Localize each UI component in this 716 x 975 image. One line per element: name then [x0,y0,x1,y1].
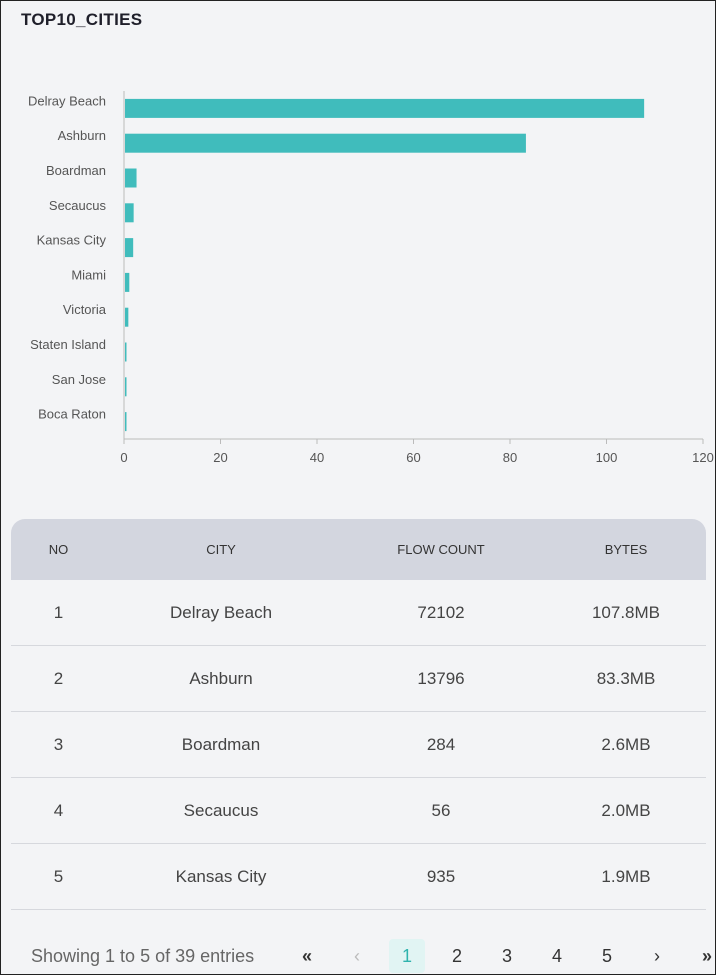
cell-no: 5 [53,866,64,886]
table-row: 2 Ashburn 13796 83.3MB [11,646,706,712]
bar-boardman[interactable] [125,168,137,188]
page-button-4[interactable]: 4 [551,945,562,966]
y-tick-label: San Jose [52,372,106,387]
prev-page-button[interactable]: ‹ [354,945,360,966]
panel-title: TOP10_CITIES [21,10,143,29]
table-row: 5 Kansas City 935 1.9MB [11,844,706,910]
table-header: NO CITY FLOW COUNT BYTES [11,519,706,580]
header-city[interactable]: CITY [206,542,236,557]
page-button-5[interactable]: 5 [601,945,612,966]
bar-boca-raton[interactable] [125,412,127,432]
cell-city: Boardman [181,734,261,754]
y-tick-label: Victoria [63,302,107,317]
cell-no: 2 [53,668,64,688]
cell-bytes: 1.9MB [601,866,651,886]
bar-delray-beach[interactable] [125,98,645,118]
cell-flow-count: 56 [431,800,451,820]
page-button-1[interactable]: 1 [389,939,425,973]
y-tick-label: Miami [71,267,106,282]
cell-no: 1 [53,602,64,622]
pagination: « ‹ 1 2 3 4 5 › » [289,939,715,973]
y-tick-label: Secaucus [49,198,107,213]
x-tick-label: 120 [692,450,714,465]
header-no[interactable]: NO [48,542,69,557]
x-tick-label: 20 [213,450,227,465]
cell-flow-count: 72102 [417,602,465,622]
y-tick-label: Ashburn [58,128,106,143]
cell-bytes: 2.6MB [601,734,651,754]
bar-victoria[interactable] [125,307,129,327]
y-tick-label: Boca Raton [38,407,106,422]
table-row: 3 Boardman 284 2.6MB [11,712,706,778]
next-page-button[interactable]: › [654,945,660,966]
x-tick-label: 80 [503,450,517,465]
x-tick-label: 0 [120,450,127,465]
x-tick-label: 40 [310,450,324,465]
bar-ashburn[interactable] [125,133,526,153]
header-flow-count[interactable]: FLOW COUNT [397,542,485,557]
table-footer: Showing 1 to 5 of 39 entries « ‹ 1 2 3 4… [1,936,715,974]
page-button-2[interactable]: 2 [451,945,462,966]
bar-kansas-city[interactable] [125,238,134,258]
x-tick-label: 60 [406,450,420,465]
y-tick-label: Delray Beach [28,93,106,108]
cell-city: Kansas City [175,866,267,886]
last-page-button[interactable]: » [701,945,712,966]
bar-miami[interactable] [125,272,130,292]
cell-no: 3 [53,734,64,754]
table-row: 4 Secaucus 56 2.0MB [11,778,706,844]
header-bytes[interactable]: BYTES [604,542,648,557]
bar-staten-island[interactable] [125,342,127,362]
y-tick-label: Boardman [46,163,106,178]
cell-bytes: 2.0MB [601,800,651,820]
cell-flow-count: 284 [426,734,456,754]
cell-bytes: 83.3MB [596,668,656,688]
first-page-button[interactable]: « [301,945,312,966]
entries-info: Showing 1 to 5 of 39 entries [31,946,255,966]
cell-city: Secaucus [183,800,259,820]
bar-chart: Delray Beach Ashburn Boardman Secaucus Kansa… [28,91,714,465]
cell-bytes: 107.8MB [591,602,661,622]
cell-flow-count: 13796 [417,668,465,688]
bar-san-jose[interactable] [125,377,127,397]
page-button-3[interactable]: 3 [501,945,512,966]
cell-city: Ashburn [189,668,253,688]
x-tick-label: 100 [596,450,618,465]
bar-secaucus[interactable] [125,203,134,223]
cell-flow-count: 935 [426,866,456,886]
y-tick-label: Kansas City [37,233,107,248]
table-row: 1 Delray Beach 72102 107.8MB [11,580,706,646]
cell-no: 4 [53,800,64,820]
cities-table: NO CITY FLOW COUNT BYTES 1 Delray Beach … [11,519,706,910]
cell-city: Delray Beach [169,602,273,622]
y-tick-label: Staten Island [30,337,106,352]
